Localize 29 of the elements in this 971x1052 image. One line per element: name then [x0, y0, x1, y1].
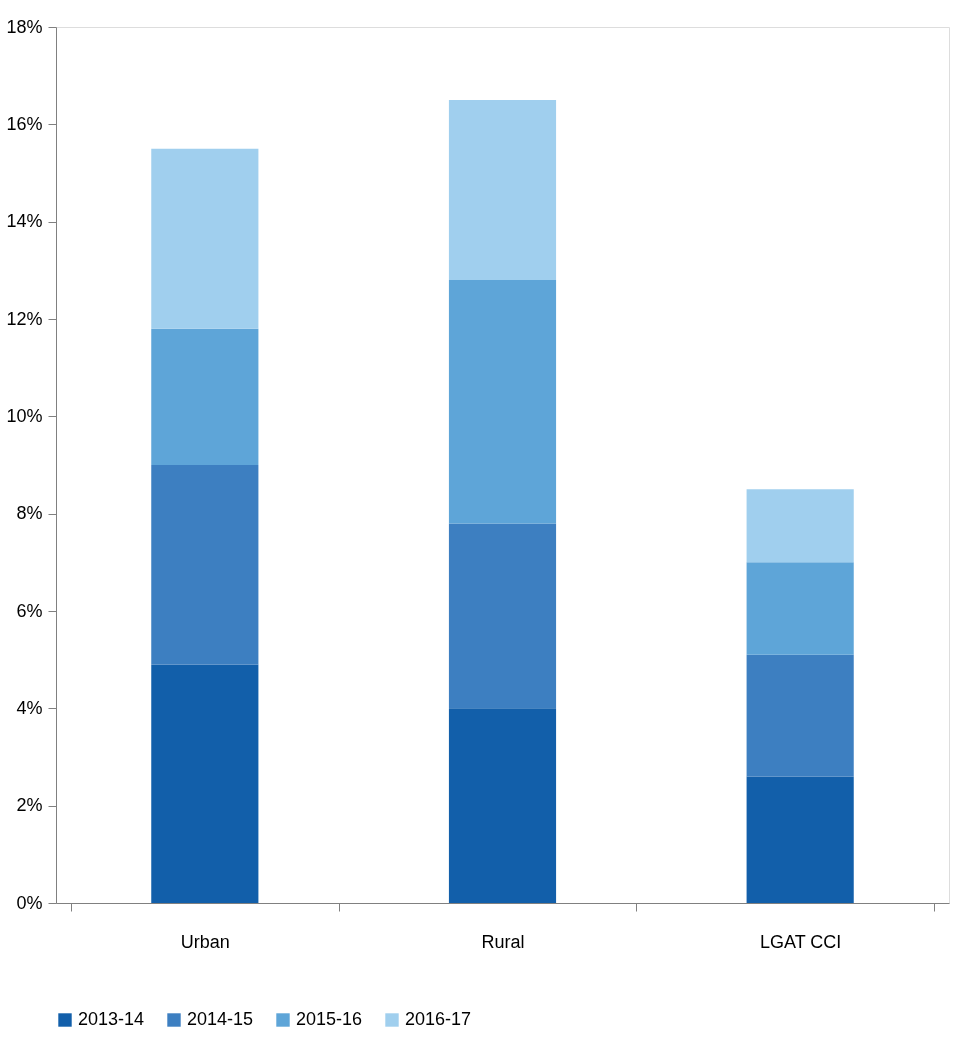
bar — [746, 562, 854, 655]
y-tick-label: 14% — [6, 211, 43, 232]
y-tick-label: 12% — [6, 308, 43, 329]
x-tick-label: Rural — [481, 931, 525, 952]
bar — [746, 776, 854, 903]
bar — [151, 465, 259, 665]
y-tick-label: 0% — [16, 892, 43, 913]
bar — [448, 708, 557, 903]
legend-label: 2013-14 — [78, 1009, 145, 1029]
y-tick-label: 8% — [16, 503, 43, 524]
x-tick-label: Urban — [180, 931, 230, 952]
legend-label: 2016-17 — [405, 1009, 472, 1029]
bar — [151, 328, 259, 465]
y-tick-label: 2% — [16, 795, 43, 816]
bar — [746, 489, 854, 563]
bar — [151, 664, 259, 903]
legend-label: 2014-15 — [187, 1009, 254, 1029]
y-tick-label: 18% — [6, 16, 43, 37]
legend-label: 2015-16 — [296, 1009, 363, 1029]
bar — [448, 100, 557, 281]
bar — [448, 280, 557, 524]
x-tick-label: LGAT CCI — [759, 931, 842, 952]
y-tick-label: 16% — [6, 113, 43, 134]
bar — [448, 523, 557, 709]
bar — [746, 654, 854, 777]
y-tick-label: 10% — [6, 405, 43, 426]
bar — [151, 148, 259, 329]
y-tick-label: 6% — [16, 600, 43, 621]
y-tick-label: 4% — [16, 697, 43, 718]
